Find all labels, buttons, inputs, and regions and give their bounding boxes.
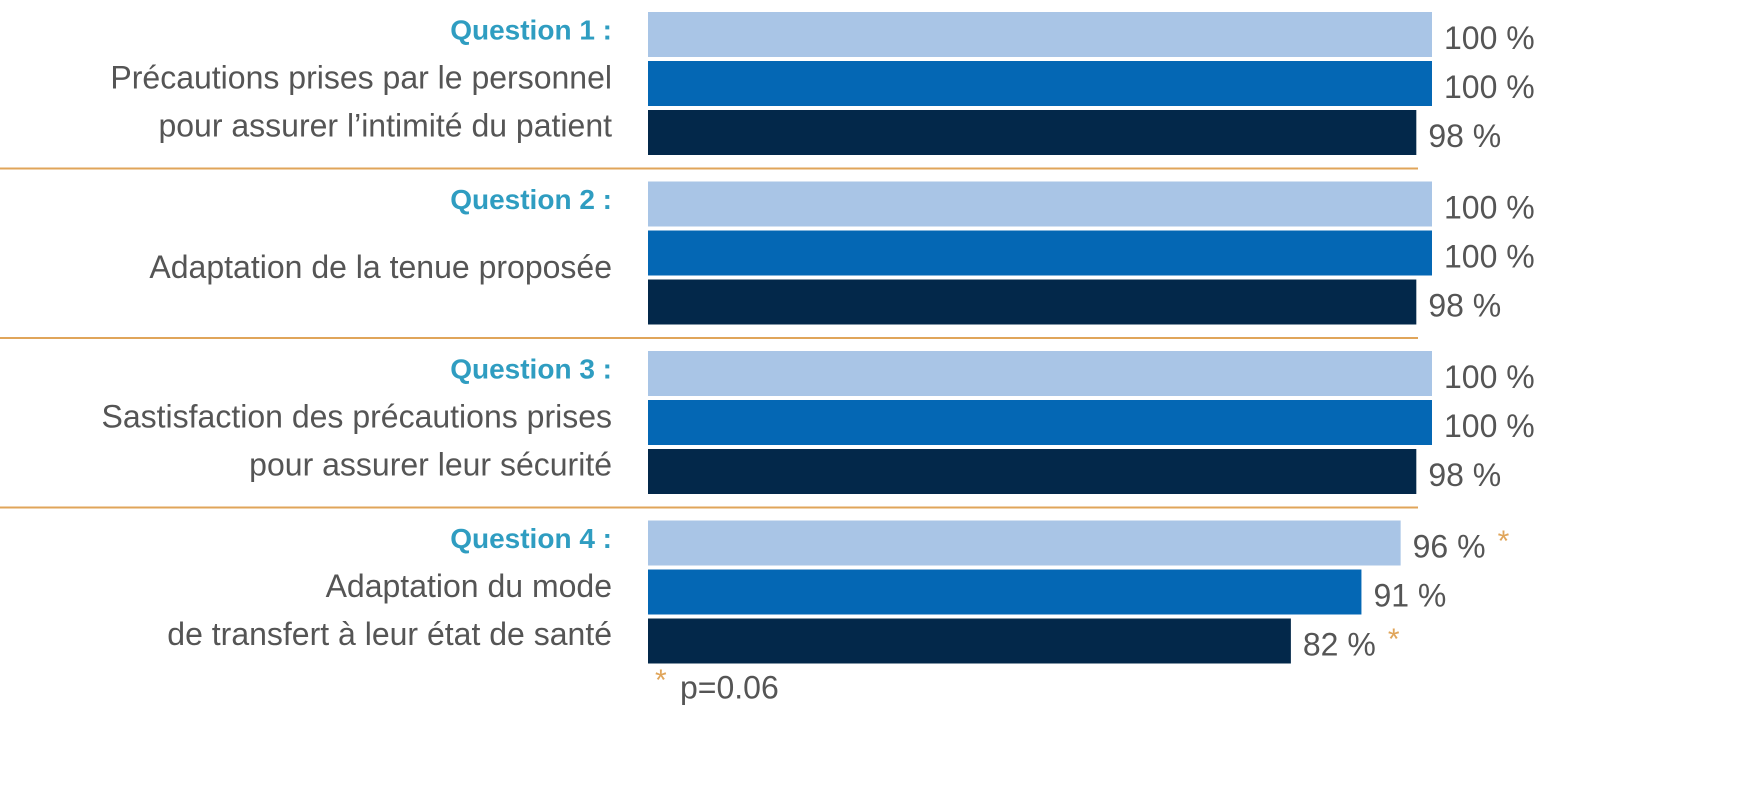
bar [648, 569, 1362, 615]
value-label: 100 % [1444, 359, 1535, 395]
bar [648, 351, 1432, 396]
footnote-marker: * [655, 664, 667, 697]
bar [648, 520, 1401, 566]
value-label: 82 % [1303, 626, 1376, 662]
bar [648, 181, 1432, 227]
bar [648, 110, 1417, 155]
category-label: de transfert à leur état de santé [167, 616, 612, 652]
question-label: Question 3 : [450, 353, 612, 384]
value-label: 100 % [1444, 189, 1535, 225]
category-label: pour assurer l’intimité du patient [158, 107, 612, 143]
bar [648, 230, 1432, 276]
bar [648, 400, 1432, 445]
category-label: pour assurer leur sécurité [249, 446, 612, 482]
question-label: Question 2 : [450, 184, 612, 215]
bar [648, 618, 1291, 664]
value-label: 100 % [1444, 69, 1535, 105]
bar [648, 61, 1432, 106]
category-label: Sastisfaction des précautions prises [102, 398, 612, 434]
value-label: 98 % [1428, 118, 1501, 154]
value-label: 98 % [1428, 457, 1501, 493]
value-label: 96 % [1413, 528, 1486, 564]
value-label: 100 % [1444, 238, 1535, 274]
category-label: Adaptation du mode [326, 568, 612, 604]
value-label: 91 % [1373, 577, 1446, 613]
question-label: Question 4 : [450, 523, 612, 554]
value-label: 98 % [1428, 287, 1501, 323]
footnote-text: p=0.06 [680, 669, 779, 705]
category-label: Précautions prises par le personnel [110, 59, 612, 95]
significance-flag: * [1498, 525, 1510, 558]
bar [648, 449, 1417, 494]
bar [648, 279, 1417, 325]
bar [648, 12, 1432, 57]
question-label: Question 1 : [450, 14, 612, 45]
significance-flag: * [1388, 623, 1400, 656]
value-label: 100 % [1444, 20, 1535, 56]
value-label: 100 % [1444, 408, 1535, 444]
category-label: Adaptation de la tenue proposée [149, 249, 612, 285]
